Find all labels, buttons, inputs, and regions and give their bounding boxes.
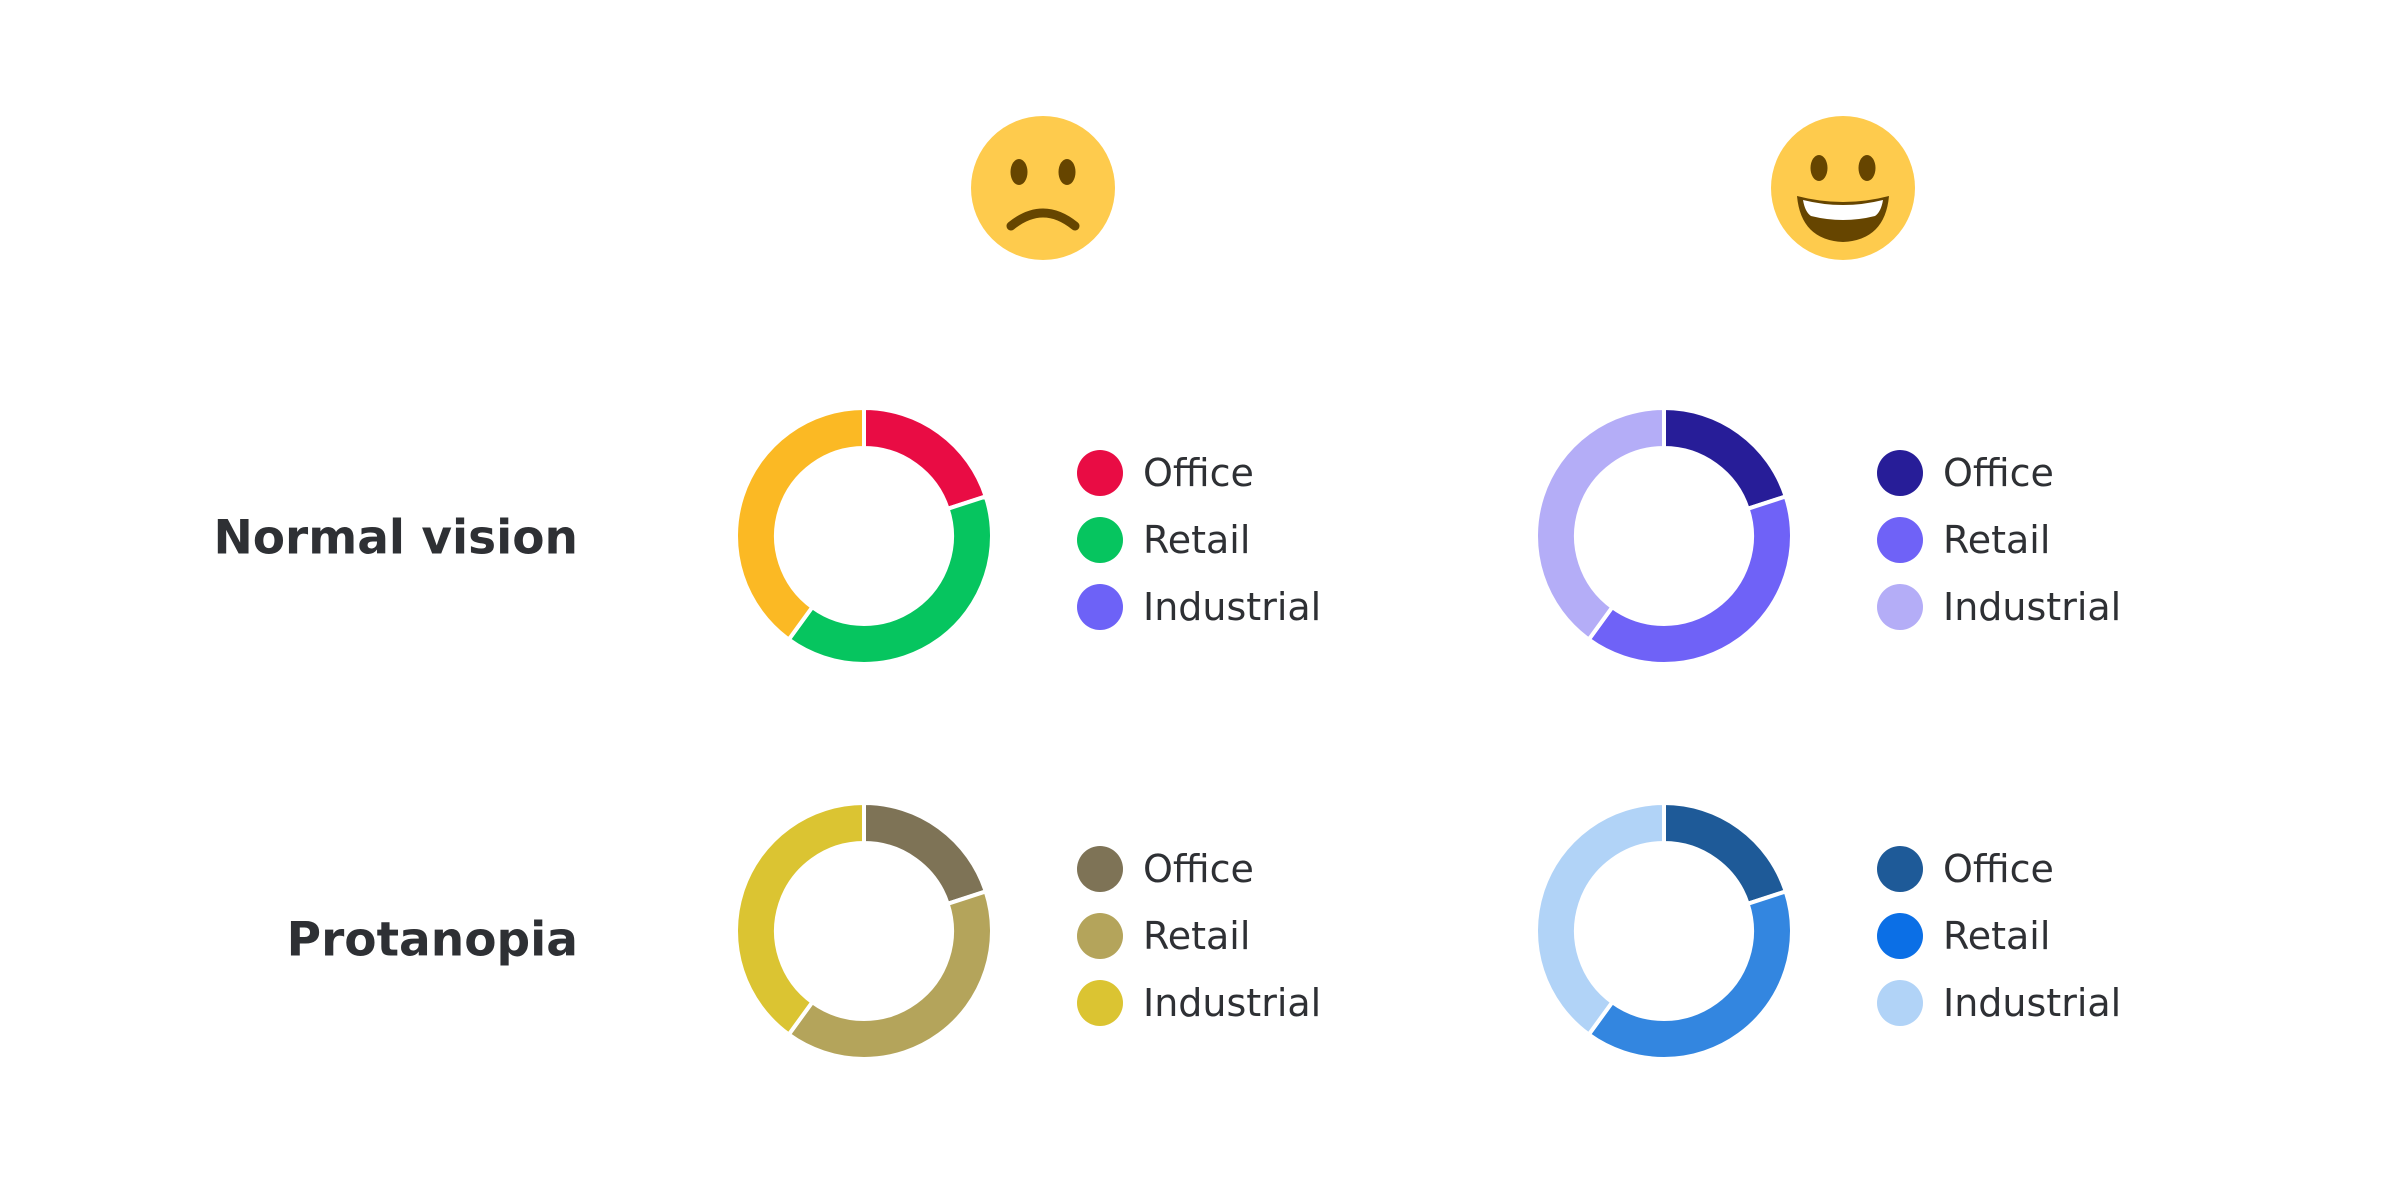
donut-chart-protanopia-right (1534, 801, 1794, 1061)
legend-protanopia-right: Office Retail Industrial (1877, 844, 2197, 1044)
legend-label: Office (1943, 847, 2054, 891)
row-label-normal-vision: Normal vision (213, 510, 578, 566)
legend-item: Office (1077, 844, 1254, 894)
legend-swatch (1877, 517, 1923, 563)
legend-item: Industrial (1877, 582, 2121, 632)
donut-slice-retail (786, 889, 994, 1061)
legend-label: Office (1143, 451, 1254, 495)
donut-slice-industrial (1534, 801, 1666, 1037)
legend-swatch (1877, 584, 1923, 630)
legend-label: Industrial (1143, 585, 1322, 629)
donut-slice-retail (786, 494, 994, 666)
legend-item: Office (1077, 448, 1254, 498)
donut-slice-office (1662, 801, 1788, 906)
legend-item: Retail (1877, 515, 2050, 565)
legend-label: Industrial (1943, 585, 2122, 629)
legend-item: Retail (1077, 911, 1250, 961)
donut-slice-retail (1586, 889, 1794, 1061)
legend-swatch (1077, 450, 1123, 496)
donut-chart-normal-vision-left (734, 406, 994, 666)
legend-swatch (1077, 846, 1123, 892)
legend-item: Industrial (1877, 978, 2121, 1028)
legend-item: Office (1877, 844, 2054, 894)
slightly-frowning-face-icon (971, 116, 1115, 260)
donut-chart-normal-vision-right (1534, 406, 1794, 666)
legend-swatch (1077, 517, 1123, 563)
legend-swatch (1877, 980, 1923, 1026)
donut-slice-industrial (1534, 406, 1666, 642)
legend-normal-vision-right: Office Retail Industrial (1877, 448, 2197, 648)
donut-slice-office (1662, 406, 1788, 511)
donut-slice-industrial (734, 406, 866, 642)
legend-swatch (1077, 584, 1123, 630)
legend-swatch (1877, 450, 1923, 496)
legend-item: Office (1877, 448, 2054, 498)
legend-swatch (1077, 913, 1123, 959)
legend-item: Industrial (1077, 978, 1321, 1028)
legend-label: Office (1143, 847, 1254, 891)
legend-swatch (1877, 846, 1923, 892)
legend-label: Industrial (1143, 981, 1322, 1025)
donut-slice-retail (1586, 494, 1794, 666)
legend-label: Retail (1143, 914, 1251, 958)
donut-slice-office (862, 801, 988, 906)
legend-item: Retail (1877, 911, 2050, 961)
legend-label: Retail (1943, 914, 2051, 958)
donut-slice-office (862, 406, 988, 511)
legend-protanopia-left: Office Retail Industrial (1077, 844, 1397, 1044)
legend-normal-vision-left: Office Retail Industrial (1077, 448, 1397, 648)
legend-label: Retail (1943, 518, 2051, 562)
legend-item: Retail (1077, 515, 1250, 565)
donut-chart-protanopia-left (734, 801, 994, 1061)
row-label-protanopia: Protanopia (286, 912, 578, 968)
legend-swatch (1877, 913, 1923, 959)
legend-item: Industrial (1077, 582, 1321, 632)
donut-slice-industrial (734, 801, 866, 1037)
grinning-face-icon (1771, 116, 1915, 260)
legend-label: Retail (1143, 518, 1251, 562)
legend-label: Industrial (1943, 981, 2122, 1025)
legend-swatch (1077, 980, 1123, 1026)
legend-label: Office (1943, 451, 2054, 495)
